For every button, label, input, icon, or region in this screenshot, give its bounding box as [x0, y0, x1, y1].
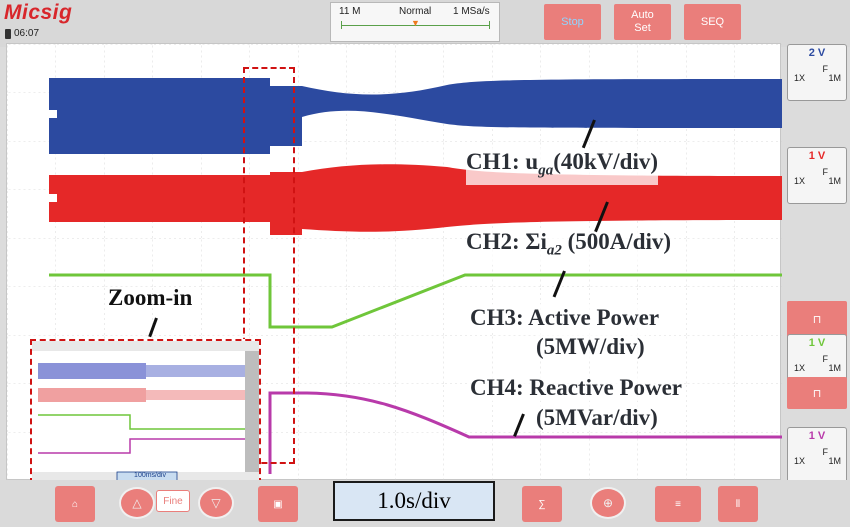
channel-1-impedance: 1M: [828, 73, 841, 83]
pulse-icon[interactable]: ⊓: [787, 377, 847, 409]
brand-logo: Micsig: [4, 1, 73, 24]
ch1-annotation: CH1: uga(40kV/div): [466, 148, 658, 185]
seq-button[interactable]: SEQ: [684, 4, 741, 40]
home-icon[interactable]: ⌂: [55, 486, 95, 522]
transient-highlight-box: [243, 67, 295, 464]
channel-2-probe: 1X: [794, 176, 806, 186]
zoom-inset-svg: [32, 341, 259, 482]
auto-set-button[interactable]: Auto Set: [614, 4, 671, 40]
down-arrow-icon[interactable]: ▽: [198, 487, 234, 519]
ch1-waveform: [49, 78, 782, 154]
channel-3-scale: 1 V: [808, 337, 826, 349]
trigger-position-marker[interactable]: ▼: [411, 18, 420, 28]
ch4-annotation-line1: CH4: Reactive Power: [470, 374, 683, 401]
ch3-waveform: [49, 273, 782, 329]
channel-4-impedance: 1M: [828, 456, 841, 466]
sample-rate: 1 MSa/s: [453, 6, 490, 17]
channel-1-scale: 2 V: [808, 47, 826, 59]
channel-4-probe: 1X: [794, 456, 806, 466]
pulse-icon[interactable]: ⊓: [787, 301, 847, 338]
memory-track: [341, 25, 489, 26]
up-arrow-icon[interactable]: △: [119, 487, 155, 519]
measure-icon[interactable]: ≡: [655, 486, 701, 522]
timebase-display[interactable]: 1.0s/div: [333, 481, 495, 521]
ch2-marker: [49, 194, 57, 202]
split-icon[interactable]: ⦀: [718, 486, 758, 522]
ch4-waveform: [268, 391, 782, 474]
math-icon[interactable]: ∑: [522, 486, 562, 522]
channel-4-scale: 1 V: [808, 430, 826, 442]
ch3-annotation-line2: (5MW/div): [536, 333, 645, 360]
channel-2-scale: 1 V: [808, 150, 826, 162]
channel-1-coupling: F: [822, 64, 829, 74]
channel-4-settings[interactable]: 1 V F 1M 1X: [787, 427, 847, 484]
clock-time: 06:07: [14, 28, 40, 39]
acquisition-mode: Normal: [399, 6, 432, 17]
channel-3-impedance: 1M: [828, 363, 841, 373]
channel-2-impedance: 1M: [828, 176, 841, 186]
battery-icon: [5, 28, 11, 39]
ch2-annotation-unit: (500A/div): [561, 229, 672, 254]
channel-2-coupling: F: [822, 167, 829, 177]
fine-button[interactable]: Fine: [156, 490, 190, 512]
ch1-annotation-unit: (40kV/div): [553, 149, 658, 174]
ch2-annotation-text: CH2: Σi: [466, 229, 547, 254]
top-toolbar: Micsig 06:07 11 M Normal 1 MSa/s ▼ Stop …: [0, 0, 850, 47]
zoom-timebase: 100ms/div: [134, 472, 166, 479]
cursor-icon[interactable]: ⊕: [590, 487, 626, 519]
ch1-annotation-sub: ga: [538, 162, 554, 179]
zoom-inset: 100ms/div: [30, 339, 261, 484]
ch4-annotation-line2: (5MVar/div): [536, 404, 658, 431]
channel-3-coupling: F: [822, 354, 829, 364]
status-clock: 06:07: [5, 28, 39, 39]
zoom-in-label: Zoom-in: [108, 285, 193, 310]
channel-side-panel: 2 V F 1M 1X 1 V F 1M 1X ⊓ 1 V F 1M 1X ⊓ …: [784, 43, 850, 484]
stop-button[interactable]: Stop: [544, 4, 601, 40]
track-end-tick: [489, 21, 490, 29]
channel-1-probe: 1X: [794, 73, 806, 83]
save-icon[interactable]: ▣: [258, 486, 298, 522]
ch1-annotation-text: CH1: u: [466, 149, 539, 174]
ch1-marker: [49, 110, 57, 118]
acquisition-panel[interactable]: 11 M Normal 1 MSa/s ▼: [330, 2, 500, 42]
channel-1-settings[interactable]: 2 V F 1M 1X: [787, 44, 847, 101]
memory-depth: 11 M: [339, 6, 361, 17]
ch2-annotation-sub: a2: [546, 242, 562, 259]
channel-3-probe: 1X: [794, 363, 806, 373]
channel-4-coupling: F: [822, 447, 829, 457]
channel-2-settings[interactable]: 1 V F 1M 1X: [787, 147, 847, 204]
track-start-tick: [341, 21, 342, 29]
ch2-annotation: CH2: Σia2 (500A/div): [466, 228, 672, 265]
ch3-annotation-line1: CH3: Active Power: [470, 304, 660, 331]
